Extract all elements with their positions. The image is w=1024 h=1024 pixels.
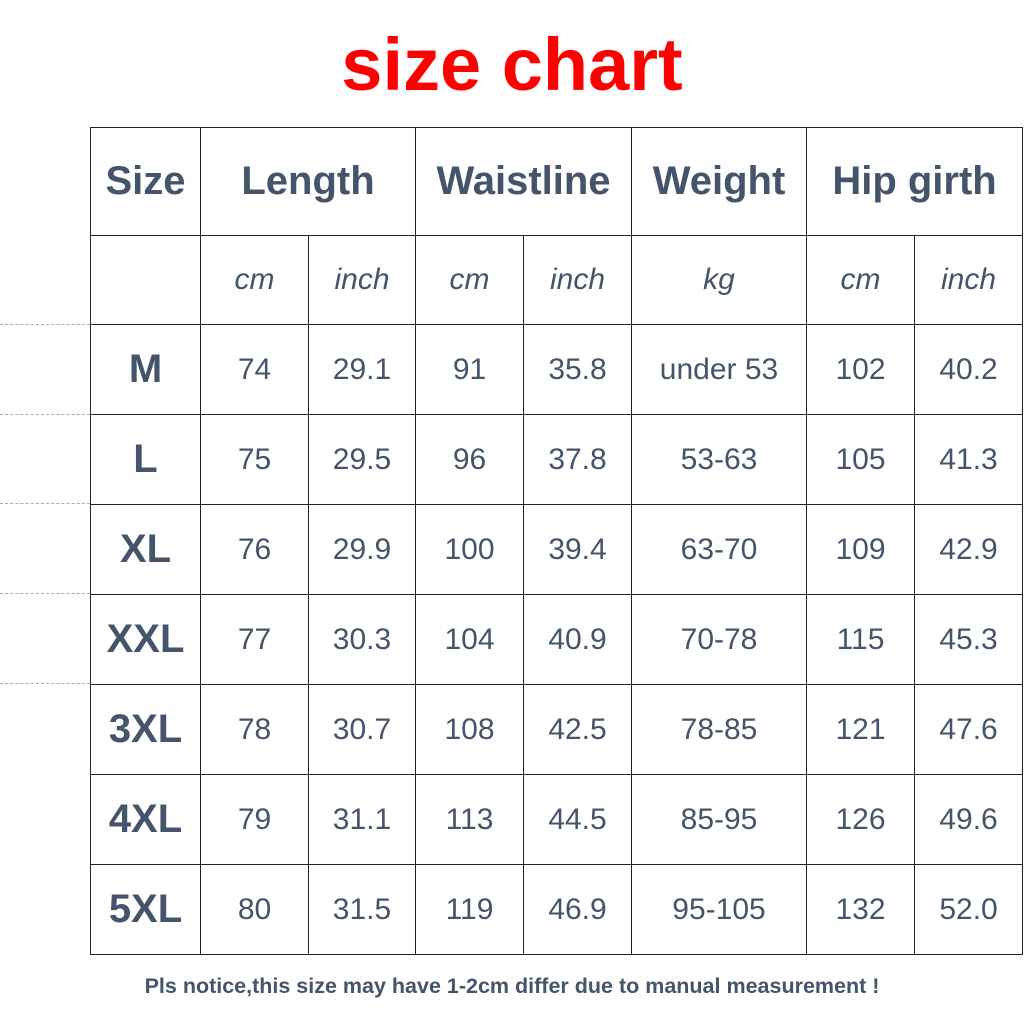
table-cell: 100 (415, 504, 524, 595)
header-weight: Weight (631, 127, 808, 236)
size-label: 4XL (90, 774, 201, 865)
table-row: 3XL 78 30.7 108 42.5 78-85 121 47.6 (90, 684, 1024, 775)
table-cell: 40.2 (914, 324, 1024, 415)
unit-cell: cm (415, 235, 524, 325)
table-cell: 29.1 (308, 324, 416, 415)
table-cell: 31.1 (308, 774, 416, 865)
table-cell: 119 (415, 864, 524, 955)
table-cell: 39.4 (522, 504, 633, 595)
table-cell: 126 (806, 774, 916, 865)
table-cell: 29.9 (308, 504, 416, 595)
table-cell: 78 (200, 684, 309, 775)
table-cell: 42.9 (914, 504, 1024, 595)
table-cell: 74 (200, 324, 309, 415)
footer-note: Pls notice,this size may have 1-2cm diff… (144, 974, 880, 998)
table-cell: 91 (415, 324, 524, 415)
unit-cell: cm (806, 235, 916, 325)
table-cell: 75 (200, 414, 309, 505)
table-cell: 41.3 (914, 414, 1024, 505)
table-cell: 42.5 (522, 684, 633, 775)
unit-cell: inch (914, 235, 1024, 325)
table-cell: 80 (200, 864, 309, 955)
table-cell: 109 (806, 504, 916, 595)
header-row: Size Length Waistline Weight Hip girth (90, 127, 1024, 236)
table-cell: 132 (806, 864, 916, 955)
table-cell: 31.5 (308, 864, 416, 955)
table-cell: 63-70 (631, 504, 808, 595)
table-cell: 44.5 (522, 774, 633, 865)
table-cell: 77 (200, 594, 309, 685)
table-cell: 113 (415, 774, 524, 865)
table-cell: 37.8 (522, 414, 633, 505)
header-hip-girth: Hip girth (806, 127, 1024, 236)
size-label: XXL (90, 594, 201, 685)
size-label: 3XL (90, 684, 201, 775)
units-row: cm inch cm inch kg cm inch (90, 235, 1024, 325)
header-length: Length (200, 127, 416, 236)
table-cell: 115 (806, 594, 916, 685)
unit-cell (90, 235, 201, 325)
unit-cell: inch (308, 235, 416, 325)
size-table: Size Length Waistline Weight Hip girth c… (90, 127, 1024, 955)
table-row: M 74 29.1 91 35.8 under 53 102 40.2 (90, 324, 1024, 415)
size-label: L (90, 414, 201, 505)
table-cell: 70-78 (631, 594, 808, 685)
table-cell: 35.8 (522, 324, 633, 415)
table-cell: 85-95 (631, 774, 808, 865)
size-label: XL (90, 504, 201, 595)
table-cell: 108 (415, 684, 524, 775)
table-cell: 45.3 (914, 594, 1024, 685)
table-row: 4XL 79 31.1 113 44.5 85-95 126 49.6 (90, 774, 1024, 865)
table-cell: 76 (200, 504, 309, 595)
table-cell: 30.3 (308, 594, 416, 685)
table-cell: 30.7 (308, 684, 416, 775)
unit-cell: kg (631, 235, 808, 325)
table-cell: 49.6 (914, 774, 1024, 865)
divider (0, 593, 90, 594)
table-row: XXL 77 30.3 104 40.9 70-78 115 45.3 (90, 594, 1024, 685)
table-cell: 78-85 (631, 684, 808, 775)
table-row: L 75 29.5 96 37.8 53-63 105 41.3 (90, 414, 1024, 505)
unit-cell: inch (522, 235, 633, 325)
table-cell: 47.6 (914, 684, 1024, 775)
divider (0, 683, 90, 684)
table-row: XL 76 29.9 100 39.4 63-70 109 42.9 (90, 504, 1024, 595)
page-title: size chart (341, 23, 683, 106)
table-cell: 52.0 (914, 864, 1024, 955)
table-cell: 121 (806, 684, 916, 775)
divider (0, 324, 90, 325)
table-cell: 40.9 (522, 594, 633, 685)
table-cell: under 53 (631, 324, 808, 415)
divider (0, 503, 90, 504)
table-cell: 104 (415, 594, 524, 685)
table-cell: 102 (806, 324, 916, 415)
size-label: M (90, 324, 201, 415)
table-cell: 29.5 (308, 414, 416, 505)
table-cell: 53-63 (631, 414, 808, 505)
header-size: Size (90, 127, 201, 236)
table-cell: 46.9 (522, 864, 633, 955)
unit-cell: cm (200, 235, 309, 325)
size-label: 5XL (90, 864, 201, 955)
header-waistline: Waistline (414, 127, 633, 236)
table-cell: 95-105 (631, 864, 808, 955)
table-cell: 105 (806, 414, 916, 505)
table-row: 5XL 80 31.5 119 46.9 95-105 132 52.0 (90, 864, 1024, 955)
divider (0, 414, 90, 415)
table-cell: 79 (200, 774, 309, 865)
table-cell: 96 (415, 414, 524, 505)
